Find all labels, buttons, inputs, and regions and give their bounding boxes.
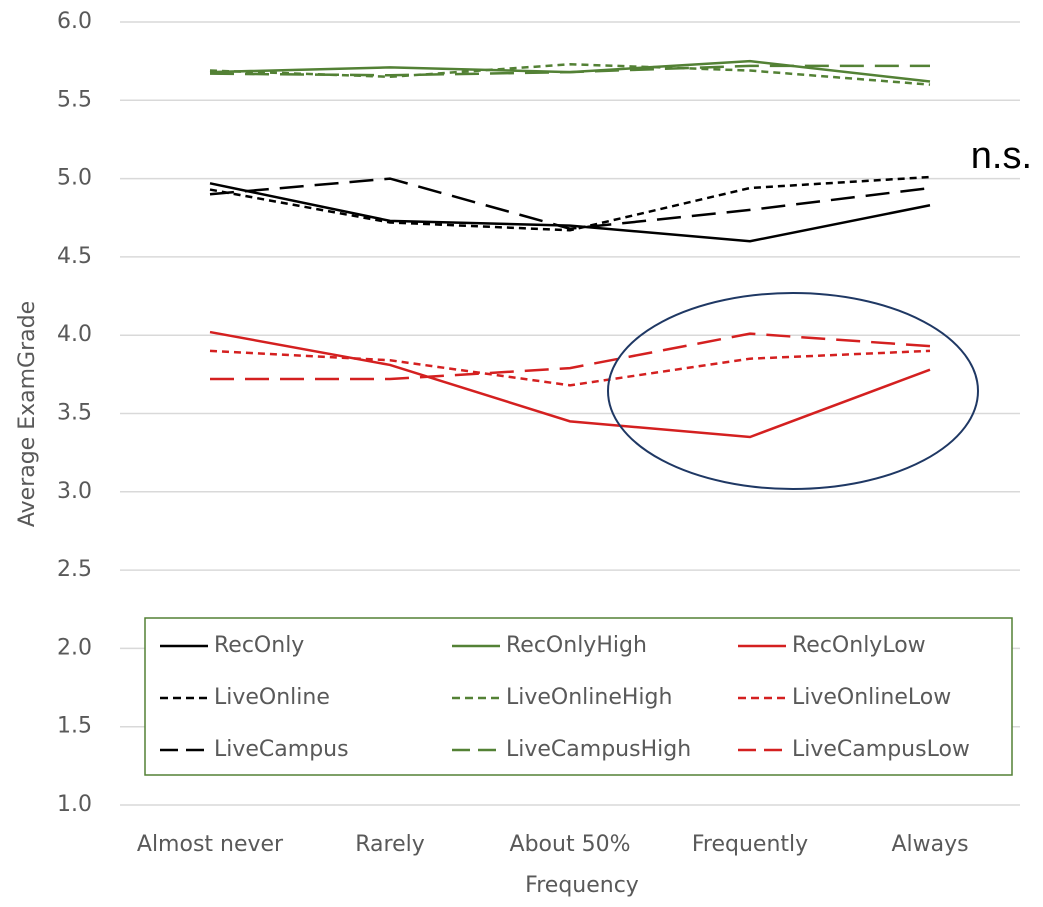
legend-box bbox=[144, 617, 1013, 776]
legend-label: LiveCampusHigh bbox=[506, 737, 691, 762]
highlight-ellipse bbox=[607, 292, 979, 490]
y-tick-label: 5.5 bbox=[57, 87, 92, 112]
y-axis-label: Average ExamGrade bbox=[15, 301, 40, 527]
x-axis-label: Frequency bbox=[525, 873, 639, 898]
legend-label: RecOnlyHigh bbox=[506, 633, 647, 658]
y-tick-label: 1.0 bbox=[57, 792, 92, 817]
legend-label: LiveOnline bbox=[214, 685, 330, 710]
legend-label: LiveOnlineHigh bbox=[506, 685, 672, 710]
y-tick-label: 3.0 bbox=[57, 479, 92, 504]
x-tick-label: About 50% bbox=[510, 832, 631, 857]
legend-label: RecOnly bbox=[214, 633, 304, 658]
series-line bbox=[209, 349, 931, 387]
series-line bbox=[209, 330, 931, 439]
annotation: n.s. bbox=[971, 135, 1032, 177]
series-line bbox=[209, 182, 931, 243]
y-tick-label: 4.5 bbox=[57, 244, 92, 269]
x-tick-label: Frequently bbox=[692, 832, 808, 857]
x-tick-label: Always bbox=[891, 832, 968, 857]
y-tick-label: 2.0 bbox=[57, 635, 92, 660]
legend-label: LiveCampusLow bbox=[792, 737, 970, 762]
series-line bbox=[209, 177, 931, 230]
y-tick-label: 6.0 bbox=[57, 9, 92, 34]
y-tick-label: 2.5 bbox=[57, 557, 92, 582]
y-tick-label: 1.5 bbox=[57, 714, 92, 739]
series-line bbox=[210, 332, 931, 381]
series-line bbox=[209, 175, 931, 232]
x-tick-label: Almost never bbox=[137, 832, 284, 857]
y-tick-label: 3.5 bbox=[57, 401, 92, 426]
y-tick-label: 4.0 bbox=[57, 322, 92, 347]
series-line bbox=[209, 64, 930, 77]
x-tick-label: Rarely bbox=[355, 832, 425, 857]
legend-label: LiveCampus bbox=[214, 737, 349, 762]
legend-label: LiveOnlineLow bbox=[792, 685, 951, 710]
legend-label: RecOnlyLow bbox=[792, 633, 926, 658]
y-tick-label: 5.0 bbox=[57, 166, 92, 191]
